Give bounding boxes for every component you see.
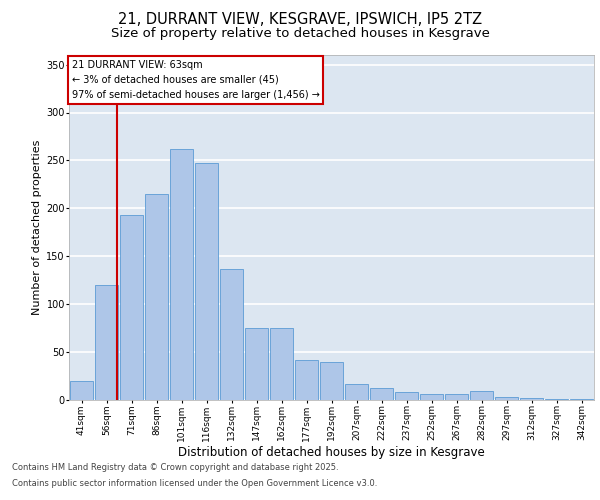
- Bar: [245, 328, 268, 400]
- Bar: [145, 194, 168, 400]
- Bar: [195, 164, 218, 400]
- Bar: [545, 399, 568, 400]
- Bar: [320, 362, 343, 400]
- Bar: [445, 394, 468, 400]
- Bar: [95, 285, 118, 400]
- Bar: [570, 399, 593, 400]
- Bar: [420, 394, 443, 400]
- Bar: [345, 384, 368, 400]
- Bar: [495, 397, 518, 400]
- Text: Size of property relative to detached houses in Kesgrave: Size of property relative to detached ho…: [110, 28, 490, 40]
- Text: 21 DURRANT VIEW: 63sqm
← 3% of detached houses are smaller (45)
97% of semi-deta: 21 DURRANT VIEW: 63sqm ← 3% of detached …: [71, 60, 320, 100]
- Bar: [295, 360, 318, 400]
- Bar: [395, 392, 418, 400]
- Bar: [220, 268, 243, 400]
- Bar: [470, 392, 493, 400]
- Bar: [70, 381, 93, 400]
- Text: Contains public sector information licensed under the Open Government Licence v3: Contains public sector information licen…: [12, 478, 377, 488]
- Text: 21, DURRANT VIEW, KESGRAVE, IPSWICH, IP5 2TZ: 21, DURRANT VIEW, KESGRAVE, IPSWICH, IP5…: [118, 12, 482, 28]
- Bar: [170, 149, 193, 400]
- Bar: [270, 328, 293, 400]
- Y-axis label: Number of detached properties: Number of detached properties: [32, 140, 42, 315]
- Bar: [520, 398, 543, 400]
- Text: Contains HM Land Registry data © Crown copyright and database right 2025.: Contains HM Land Registry data © Crown c…: [12, 464, 338, 472]
- Bar: [120, 215, 143, 400]
- Bar: [370, 388, 393, 400]
- X-axis label: Distribution of detached houses by size in Kesgrave: Distribution of detached houses by size …: [178, 446, 485, 459]
